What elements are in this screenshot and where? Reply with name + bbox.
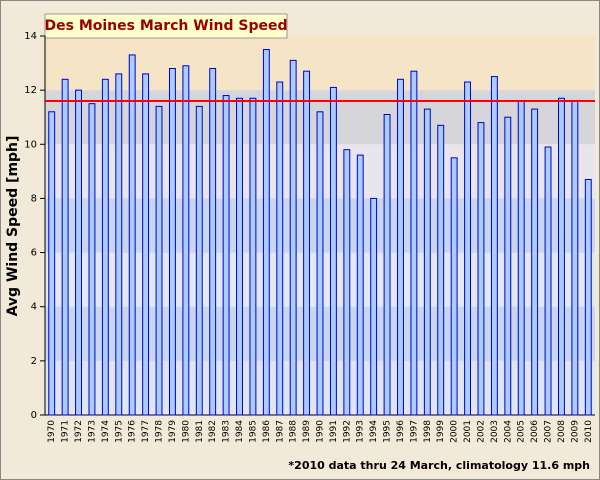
y-tick-label: 6 xyxy=(31,248,37,259)
bar xyxy=(464,81,472,416)
x-tick-label: 1970 xyxy=(47,420,57,443)
x-tick-label: 1992 xyxy=(342,420,352,443)
bar xyxy=(195,105,203,416)
bar xyxy=(75,89,82,416)
chart-title: Des Moines March Wind Speed xyxy=(45,18,288,34)
bar xyxy=(182,65,190,416)
x-tick-label: 1981 xyxy=(195,420,205,443)
bar xyxy=(48,111,56,416)
bar xyxy=(303,70,311,416)
bar xyxy=(262,49,270,416)
bar xyxy=(236,97,243,416)
x-tick-label: 2006 xyxy=(530,420,540,443)
y-tick-label: 8 xyxy=(31,193,37,204)
x-tick-label: 1977 xyxy=(141,420,151,443)
x-tick-label: 1995 xyxy=(383,420,393,443)
bar xyxy=(504,116,512,416)
bar xyxy=(410,70,418,416)
bar xyxy=(477,122,485,416)
x-tick-label: 1982 xyxy=(208,420,218,443)
bar xyxy=(356,154,364,416)
bar xyxy=(517,100,525,416)
x-tick-label: 1990 xyxy=(316,420,326,443)
bar xyxy=(289,59,297,416)
x-tick-label: 1985 xyxy=(248,420,258,443)
bar xyxy=(397,78,404,416)
x-tick-label: 1998 xyxy=(423,420,433,443)
bar xyxy=(115,73,123,416)
plot-band xyxy=(45,36,595,91)
bar xyxy=(343,149,351,416)
x-tick-label: 2005 xyxy=(517,420,527,443)
bar xyxy=(437,124,445,416)
x-tick-label: 1999 xyxy=(436,420,446,443)
bar xyxy=(142,73,150,416)
bar xyxy=(155,105,163,416)
x-tick-label: 2004 xyxy=(503,420,513,443)
bar xyxy=(558,97,565,416)
y-tick-label: 2 xyxy=(31,356,37,367)
bar xyxy=(450,157,458,416)
x-tick-label: 2008 xyxy=(557,420,567,443)
x-tick-label: 1988 xyxy=(289,420,299,443)
x-tick-label: 1994 xyxy=(369,420,379,443)
x-tick-label: 2000 xyxy=(450,420,460,443)
footnote: *2010 data thru 24 March, climatology 11… xyxy=(288,459,590,472)
x-tick-label: 1983 xyxy=(222,420,232,443)
x-tick-label: 2001 xyxy=(463,420,473,443)
x-tick-label: 1974 xyxy=(101,420,111,443)
bar xyxy=(544,146,552,416)
bar xyxy=(370,197,378,416)
bar xyxy=(128,54,136,416)
bar xyxy=(316,111,324,416)
bar xyxy=(168,67,176,416)
x-tick-label: 1986 xyxy=(262,420,272,443)
x-tick-label: 2003 xyxy=(490,420,500,443)
x-tick-label: 1976 xyxy=(128,420,138,443)
x-tick-label: 1987 xyxy=(275,420,285,443)
bar xyxy=(383,114,391,416)
bar xyxy=(531,108,539,416)
bar xyxy=(584,178,592,416)
x-tick-label: 2007 xyxy=(544,420,554,443)
bar xyxy=(222,95,230,416)
x-tick-label: 1980 xyxy=(181,420,191,443)
y-axis-label: Avg Wind Speed [mph] xyxy=(5,136,21,317)
bar xyxy=(209,67,217,416)
bar xyxy=(490,76,498,416)
bar xyxy=(249,97,257,416)
x-tick-label: 1979 xyxy=(168,420,178,443)
x-tick-label: 1991 xyxy=(329,420,339,443)
bar xyxy=(423,108,431,416)
x-tick-label: 1989 xyxy=(302,420,312,443)
bar xyxy=(61,78,69,416)
x-tick-label: 2010 xyxy=(584,420,594,443)
x-tick-label: 2009 xyxy=(570,420,580,443)
y-tick-label: 12 xyxy=(24,85,37,96)
x-tick-label: 1993 xyxy=(356,420,366,443)
bar xyxy=(88,103,96,416)
bar xyxy=(276,81,284,416)
title-box xyxy=(44,13,288,39)
y-tick-label: 0 xyxy=(31,410,37,421)
x-tick-label: 1996 xyxy=(396,420,406,443)
x-tick-label: 2002 xyxy=(476,420,486,443)
x-tick-label: 1972 xyxy=(74,420,84,443)
x-tick-label: 1984 xyxy=(235,420,245,443)
y-tick-label: 10 xyxy=(24,139,37,150)
x-tick-label: 1997 xyxy=(409,420,419,443)
x-tick-label: 1973 xyxy=(87,420,97,443)
x-tick-label: 1971 xyxy=(61,420,71,443)
bar xyxy=(101,78,109,416)
x-tick-label: 1978 xyxy=(155,420,165,443)
bar xyxy=(571,100,579,416)
y-tick-label: 4 xyxy=(31,302,37,313)
bar xyxy=(329,86,337,416)
y-tick-label: 14 xyxy=(24,31,37,42)
x-tick-label: 1975 xyxy=(114,420,124,443)
